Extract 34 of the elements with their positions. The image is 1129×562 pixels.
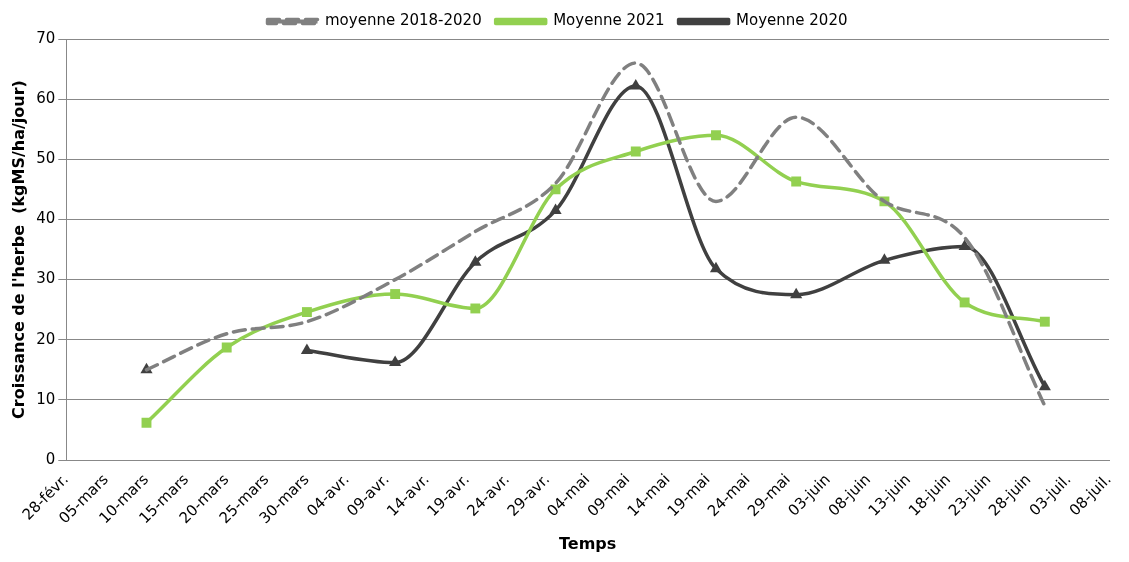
point bbox=[550, 184, 561, 195]
y-axis-title: Croissance de l'herbe (kgMS/ha/jour) bbox=[8, 80, 28, 419]
point bbox=[958, 239, 971, 251]
y-tick-label: 70 bbox=[36, 28, 56, 47]
point bbox=[389, 355, 402, 367]
point bbox=[301, 307, 312, 318]
y-tick-label: 60 bbox=[36, 89, 56, 108]
legend-label: Moyenne 2020 bbox=[736, 11, 848, 30]
point bbox=[630, 146, 641, 157]
point bbox=[141, 417, 152, 428]
legend-label: moyenne 2018-2020 bbox=[325, 11, 482, 30]
point bbox=[390, 289, 401, 299]
point bbox=[221, 342, 232, 353]
point bbox=[629, 78, 642, 90]
x-axis-title: Temps bbox=[558, 533, 617, 553]
y-tick-label: 20 bbox=[36, 329, 56, 348]
y-tick-label: 40 bbox=[36, 209, 56, 228]
point bbox=[470, 303, 481, 314]
point bbox=[790, 287, 803, 299]
point bbox=[709, 261, 723, 273]
point bbox=[791, 176, 802, 187]
point bbox=[711, 130, 721, 141]
point bbox=[1039, 316, 1050, 327]
y-tick-label: 0 bbox=[45, 449, 56, 468]
y-tick-label: 10 bbox=[36, 389, 56, 408]
y-tick-label: 50 bbox=[36, 149, 56, 168]
point bbox=[469, 255, 482, 266]
point bbox=[878, 253, 891, 264]
point bbox=[959, 297, 970, 308]
point bbox=[300, 343, 313, 355]
point bbox=[549, 203, 562, 214]
point bbox=[1038, 379, 1051, 391]
legend-label: Moyenne 2021 bbox=[553, 11, 665, 30]
y-tick-label: 30 bbox=[36, 269, 56, 288]
